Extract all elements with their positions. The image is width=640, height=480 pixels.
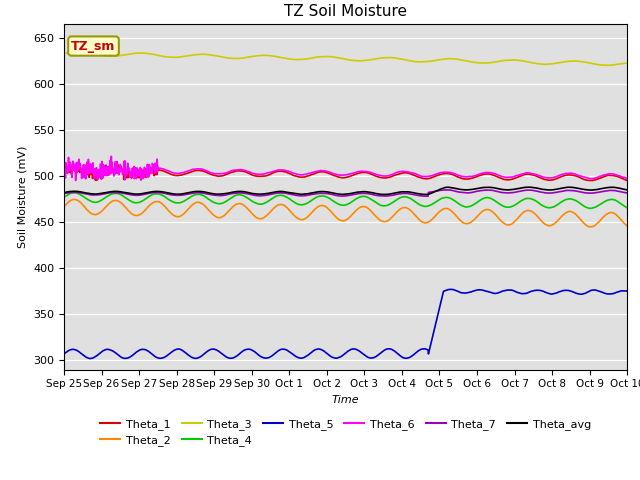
Theta_avg xyxy=(60,190,68,195)
Theta_avg xyxy=(321,189,328,194)
Line: Theta_5: Theta_5 xyxy=(64,289,627,359)
Theta_avg xyxy=(623,187,631,193)
Line: Theta_6: Theta_6 xyxy=(64,156,627,180)
Line: Theta_avg: Theta_avg xyxy=(64,187,627,194)
Theta_4 xyxy=(623,205,631,211)
Legend: Theta_1, Theta_2, Theta_3, Theta_4, Theta_5, Theta_6, Theta_7, Theta_avg: Theta_1, Theta_2, Theta_3, Theta_4, Thet… xyxy=(96,414,595,450)
Theta_6 xyxy=(381,173,389,179)
Theta_1 xyxy=(321,169,329,175)
Theta_7 xyxy=(127,192,134,198)
Line: Theta_4: Theta_4 xyxy=(64,192,627,208)
Theta_2 xyxy=(60,204,68,209)
Theta_6 xyxy=(623,175,631,181)
Theta_4 xyxy=(127,198,134,204)
Line: Theta_3: Theta_3 xyxy=(64,52,627,65)
Theta_1 xyxy=(623,178,631,183)
Theta_2 xyxy=(127,210,134,216)
Theta_5 xyxy=(127,354,134,360)
Theta_2 xyxy=(104,202,112,207)
Theta_1 xyxy=(60,165,68,171)
Theta_2 xyxy=(70,196,78,202)
Theta_1 xyxy=(300,174,307,180)
Theta_3 xyxy=(623,60,631,66)
Theta_7 xyxy=(444,187,452,193)
Theta_5 xyxy=(321,349,329,355)
Theta_4 xyxy=(70,190,78,195)
Theta_avg xyxy=(311,190,319,195)
Theta_7 xyxy=(60,191,68,196)
Theta_avg xyxy=(381,192,388,197)
Theta_1 xyxy=(69,159,77,165)
Theta_6 xyxy=(312,168,319,174)
Theta_4 xyxy=(104,193,112,199)
Theta_3 xyxy=(300,57,307,62)
Theta_5 xyxy=(311,347,319,353)
Theta_7 xyxy=(299,193,307,199)
Theta_4 xyxy=(587,205,595,211)
Line: Theta_1: Theta_1 xyxy=(64,162,627,180)
Line: Theta_2: Theta_2 xyxy=(64,199,627,227)
Theta_3 xyxy=(321,54,329,60)
Theta_5 xyxy=(300,355,307,360)
Theta_5 xyxy=(623,288,631,294)
Title: TZ Soil Moisture: TZ Soil Moisture xyxy=(284,4,407,19)
Theta_6 xyxy=(127,175,135,180)
Theta_7 xyxy=(311,191,319,197)
Theta_1 xyxy=(127,168,134,174)
Theta_2 xyxy=(381,219,388,225)
Theta_4 xyxy=(321,193,329,199)
Theta_6 xyxy=(72,178,79,183)
Theta_1 xyxy=(311,170,319,176)
Theta_6 xyxy=(322,168,330,174)
Theta_6 xyxy=(104,171,112,177)
Theta_3 xyxy=(60,50,68,56)
Line: Theta_7: Theta_7 xyxy=(64,190,627,196)
Theta_5 xyxy=(447,287,455,292)
Theta_7 xyxy=(623,190,631,196)
Theta_2 xyxy=(300,216,307,222)
Theta_avg xyxy=(127,191,134,196)
Theta_2 xyxy=(586,224,594,229)
Theta_avg xyxy=(381,192,388,197)
Theta_avg xyxy=(525,184,533,190)
Y-axis label: Soil Moisture (mV): Soil Moisture (mV) xyxy=(17,145,28,248)
Theta_6 xyxy=(300,172,308,178)
X-axis label: Time: Time xyxy=(332,395,360,405)
Theta_4 xyxy=(381,203,388,209)
Theta_7 xyxy=(422,193,430,199)
Theta_7 xyxy=(381,193,388,199)
Theta_5 xyxy=(60,351,68,357)
Theta_3 xyxy=(104,53,112,59)
Theta_6 xyxy=(108,154,115,159)
Text: TZ_sm: TZ_sm xyxy=(71,39,116,52)
Theta_4 xyxy=(300,202,307,207)
Theta_2 xyxy=(623,223,631,229)
Theta_3 xyxy=(74,49,81,55)
Theta_1 xyxy=(381,175,388,181)
Theta_5 xyxy=(86,356,94,361)
Theta_avg xyxy=(104,189,111,195)
Theta_3 xyxy=(605,62,612,68)
Theta_3 xyxy=(311,55,319,60)
Theta_6 xyxy=(60,171,68,177)
Theta_3 xyxy=(381,55,388,60)
Theta_1 xyxy=(104,168,112,173)
Theta_1 xyxy=(587,178,595,183)
Theta_2 xyxy=(321,204,329,209)
Theta_4 xyxy=(311,195,319,201)
Theta_2 xyxy=(311,206,319,212)
Theta_7 xyxy=(321,191,328,196)
Theta_avg xyxy=(299,192,307,197)
Theta_3 xyxy=(127,51,134,57)
Theta_5 xyxy=(381,347,388,353)
Theta_7 xyxy=(104,190,111,196)
Theta_4 xyxy=(60,194,68,200)
Theta_5 xyxy=(104,347,112,352)
